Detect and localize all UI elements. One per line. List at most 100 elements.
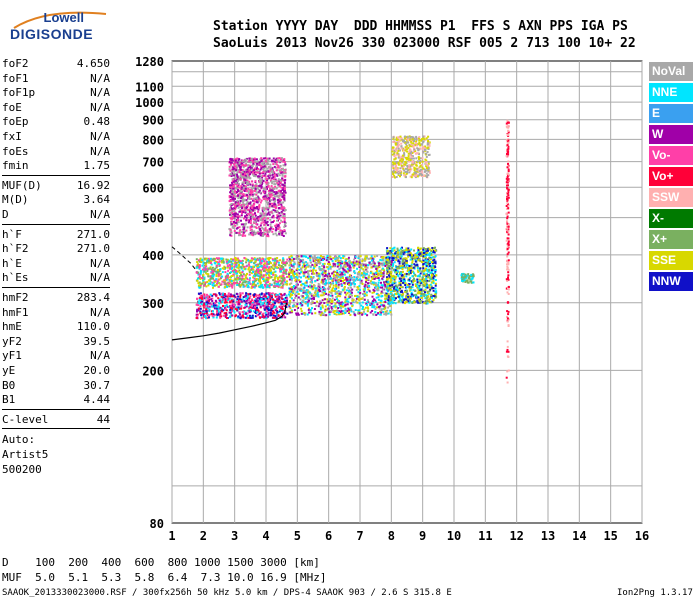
echo-point [277, 172, 280, 175]
echo-point [223, 312, 226, 315]
echo-point [243, 190, 246, 192]
echo-point [277, 204, 280, 206]
echo-point [281, 284, 284, 287]
echo-point [238, 234, 240, 237]
echo-point [425, 256, 427, 259]
echo-point [283, 304, 285, 307]
echo-point [386, 285, 389, 288]
echo-point [256, 201, 259, 204]
echo-point [273, 203, 276, 206]
echo-point [199, 312, 202, 315]
echo-point [355, 260, 358, 263]
echo-point [255, 295, 258, 298]
echo-point [252, 281, 254, 284]
echo-point [293, 263, 296, 266]
echo-point [348, 311, 350, 314]
echo-point [357, 298, 360, 301]
echo-point [289, 299, 292, 302]
echo-point [258, 198, 261, 201]
echo-point [434, 255, 437, 258]
echo-point [283, 186, 286, 189]
echo-point [282, 311, 285, 314]
echo-point [300, 268, 303, 271]
echo-point [304, 255, 307, 258]
echo-point [266, 201, 269, 204]
echo-point [283, 188, 286, 191]
legend-item-vo-: Vo- [649, 146, 693, 165]
echo-point [364, 258, 367, 261]
echo-point [390, 301, 393, 303]
echo-point [269, 173, 272, 176]
echo-point [246, 226, 249, 229]
echo-point [323, 271, 326, 274]
echo-point [389, 309, 392, 312]
echo-point [281, 232, 284, 235]
echo-point [314, 257, 317, 259]
echo-point [276, 194, 279, 197]
echo-point [232, 194, 235, 197]
echo-point [290, 271, 293, 274]
echo-point [234, 221, 237, 224]
echo-point [204, 315, 206, 318]
echo-point [361, 307, 364, 310]
echo-point [296, 277, 299, 280]
echo-point [420, 251, 423, 254]
echo-point [274, 224, 277, 227]
echo-point [270, 271, 273, 274]
echo-point [317, 277, 320, 280]
echo-point [277, 178, 280, 181]
echo-point [245, 294, 248, 297]
param-row: B1 4.44 [2, 393, 110, 407]
echo-point [211, 276, 214, 278]
echo-point [278, 231, 281, 233]
echo-point [231, 304, 234, 307]
echo-point [345, 299, 348, 302]
echo-point [246, 206, 248, 209]
echo-point [364, 255, 367, 258]
echo-point [267, 175, 270, 178]
echo-point [267, 276, 269, 279]
echo-point [202, 279, 205, 282]
echo-point [284, 172, 287, 175]
echo-point [377, 294, 380, 296]
echo-point [411, 275, 414, 278]
echo-point [389, 301, 391, 304]
echo-point [235, 165, 237, 168]
echo-point [239, 300, 242, 303]
echo-point [212, 313, 215, 316]
echo-point [395, 288, 398, 291]
echo-point [236, 165, 239, 168]
echo-point [251, 303, 254, 306]
echo-point [337, 257, 340, 260]
echo-point [251, 302, 254, 304]
echo-point [317, 261, 320, 263]
echo-point [200, 260, 203, 263]
echo-point [238, 311, 241, 314]
echo-point [217, 272, 220, 275]
echo-point [267, 182, 270, 184]
echo-point [277, 223, 280, 226]
echo-point [262, 276, 265, 279]
echo-point [262, 232, 265, 235]
echo-point [199, 284, 202, 287]
echo-point [321, 312, 324, 315]
echo-point [254, 189, 256, 192]
echo-point [230, 271, 233, 274]
echo-point [374, 286, 377, 289]
echo-point [270, 226, 273, 228]
echo-point [248, 281, 251, 284]
echo-point [364, 283, 367, 286]
echo-point [365, 291, 368, 294]
echo-point [387, 296, 390, 299]
echo-point [268, 266, 271, 269]
echo-point [289, 292, 292, 295]
echo-point [318, 258, 321, 261]
echo-point [279, 194, 282, 197]
echo-point [358, 312, 361, 315]
echo-point [294, 296, 297, 299]
echo-point [234, 195, 237, 198]
echo-point [319, 256, 322, 259]
param-name: h`F2 [2, 242, 29, 256]
echo-point [242, 296, 245, 299]
echo-point [312, 267, 315, 270]
